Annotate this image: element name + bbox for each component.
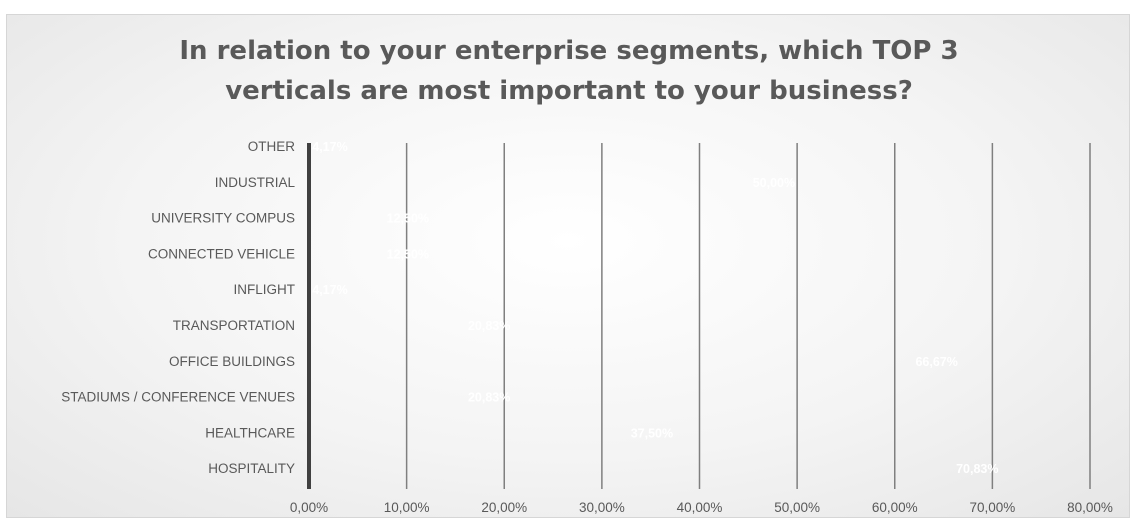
bar — [309, 349, 960, 373]
bar — [309, 420, 675, 444]
bar — [309, 170, 797, 194]
data-label: 12,50% — [387, 247, 429, 261]
data-label: 4,17% — [312, 140, 347, 154]
x-tick-label: 40,00% — [677, 500, 723, 515]
x-tick-label: 10,00% — [384, 500, 430, 515]
x-tick-label: 60,00% — [872, 500, 918, 515]
data-label: 50,00% — [753, 176, 795, 190]
data-label: 12,50% — [387, 212, 429, 226]
category-label: INDUSTRIAL — [215, 175, 296, 190]
x-tick-label: 20,00% — [481, 500, 527, 515]
category-label: STADIUMS / CONFERENCE VENUES — [61, 390, 295, 405]
x-tick-label: 50,00% — [774, 500, 820, 515]
bar — [309, 456, 1000, 480]
category-label: HEALTHCARE — [205, 425, 295, 440]
chart-title: In relation to your enterprise segments,… — [7, 31, 1131, 111]
bar-chart-plot: 0,00% 10,00% 20,00% 30,00% 40,00% 50,00% 60,00… — [61, 139, 1113, 515]
data-label: 66,67% — [915, 355, 957, 369]
chart-area: In relation to your enterprise segments,… — [6, 14, 1130, 518]
x-tick-label: 80,00% — [1067, 500, 1113, 515]
category-label: OTHER — [248, 139, 296, 154]
category-label: TRANSPORTATION — [173, 318, 295, 333]
category-label: CONNECTED VEHICLE — [148, 246, 295, 261]
category-label: INFLIGHT — [233, 282, 295, 297]
data-label: 20,83% — [468, 319, 510, 333]
chart-title-line-1: In relation to your enterprise segments,… — [179, 36, 959, 66]
x-tick-label: 70,00% — [969, 500, 1015, 515]
chart-title-line-2: verticals are most important to your bus… — [225, 76, 913, 106]
x-tick-label: 30,00% — [579, 500, 625, 515]
x-tick-label: 0,00% — [290, 500, 328, 515]
data-label: 37,50% — [631, 426, 673, 440]
data-label: 4,17% — [312, 283, 347, 297]
category-label: UNIVERSITY COMPUS — [151, 211, 295, 226]
category-label: OFFICE BUILDINGS — [169, 354, 295, 369]
category-label: HOSPITALITY — [208, 461, 295, 476]
data-label: 20,83% — [468, 391, 510, 405]
data-label: 70,83% — [956, 462, 998, 476]
